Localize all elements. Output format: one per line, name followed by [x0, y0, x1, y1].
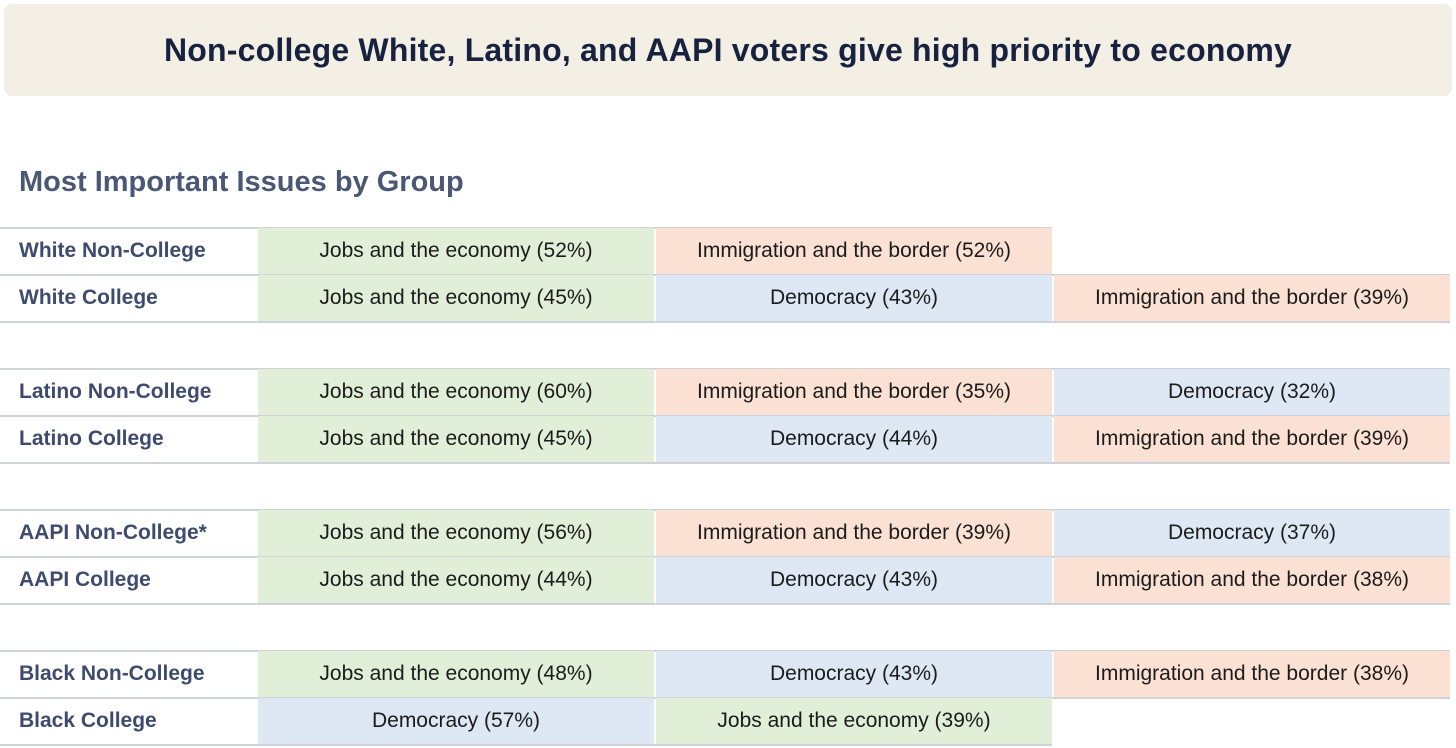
table-row: White Non-College Jobs and the economy (5… [0, 228, 1456, 274]
issue-cell-economy: Jobs and the economy (52%) [258, 228, 654, 274]
issue-cell-democracy: Democracy (37%) [1054, 510, 1450, 556]
table-row: Latino College Jobs and the economy (45%)… [0, 416, 1456, 462]
issue-cell-economy: Jobs and the economy (60%) [258, 369, 654, 415]
row-divider [0, 462, 1450, 464]
row-group-label: Latino Non-College [19, 380, 212, 403]
chart-subtitle: Most Important Issues by Group [19, 166, 464, 198]
issue-cell-democracy: Democracy (32%) [1054, 369, 1450, 415]
title-banner: Non-college White, Latino, and AAPI vote… [4, 4, 1452, 96]
issue-cell-immigration: Immigration and the border (39%) [656, 510, 1052, 556]
issue-cell-immigration: Immigration and the border (39%) [1054, 275, 1450, 321]
issue-cell-democracy: Democracy (57%) [258, 698, 654, 744]
table-row: AAPI College Jobs and the economy (44%) De… [0, 557, 1456, 603]
table-row: White College Jobs and the economy (45%) D… [0, 275, 1456, 321]
issue-cell-democracy: Democracy (44%) [656, 416, 1052, 462]
row-group-label: White Non-College [19, 239, 206, 262]
row-group-label: White College [19, 286, 158, 309]
row-divider [0, 321, 1450, 323]
issue-cell-immigration: Immigration and the border (39%) [1054, 416, 1450, 462]
row-divider [0, 744, 1052, 746]
row-divider [0, 603, 1450, 605]
table-row: Latino Non-College Jobs and the economy (… [0, 369, 1456, 415]
issue-cell-immigration: Immigration and the border (35%) [656, 369, 1052, 415]
row-group-label: AAPI Non-College* [19, 521, 207, 544]
issue-cell-economy: Jobs and the economy (56%) [258, 510, 654, 556]
issue-cell-democracy: Democracy (43%) [656, 557, 1052, 603]
issue-cell-immigration: Immigration and the border (38%) [1054, 557, 1450, 603]
issue-cell-economy: Jobs and the economy (45%) [258, 416, 654, 462]
table-row: Black Non-College Jobs and the economy (4… [0, 651, 1456, 697]
issue-cell-democracy: Democracy (43%) [656, 275, 1052, 321]
chart-title: Non-college White, Latino, and AAPI vote… [164, 31, 1292, 68]
row-group-label: Black College [19, 709, 157, 732]
issue-cell-economy: Jobs and the economy (45%) [258, 275, 654, 321]
row-group-label: AAPI College [19, 568, 151, 591]
row-group-label: Latino College [19, 427, 164, 450]
issue-cell-democracy: Democracy (43%) [656, 651, 1052, 697]
issue-cell-economy: Jobs and the economy (39%) [656, 698, 1052, 744]
issue-cell-economy: Jobs and the economy (48%) [258, 651, 654, 697]
issue-cell-economy: Jobs and the economy (44%) [258, 557, 654, 603]
issue-cell-immigration: Immigration and the border (52%) [656, 228, 1052, 274]
table-row: Black College Democracy (57%) Jobs and the… [0, 698, 1456, 744]
row-group-label: Black Non-College [19, 662, 205, 685]
issue-cell-immigration: Immigration and the border (38%) [1054, 651, 1450, 697]
table-row: AAPI Non-College* Jobs and the economy (5… [0, 510, 1456, 556]
